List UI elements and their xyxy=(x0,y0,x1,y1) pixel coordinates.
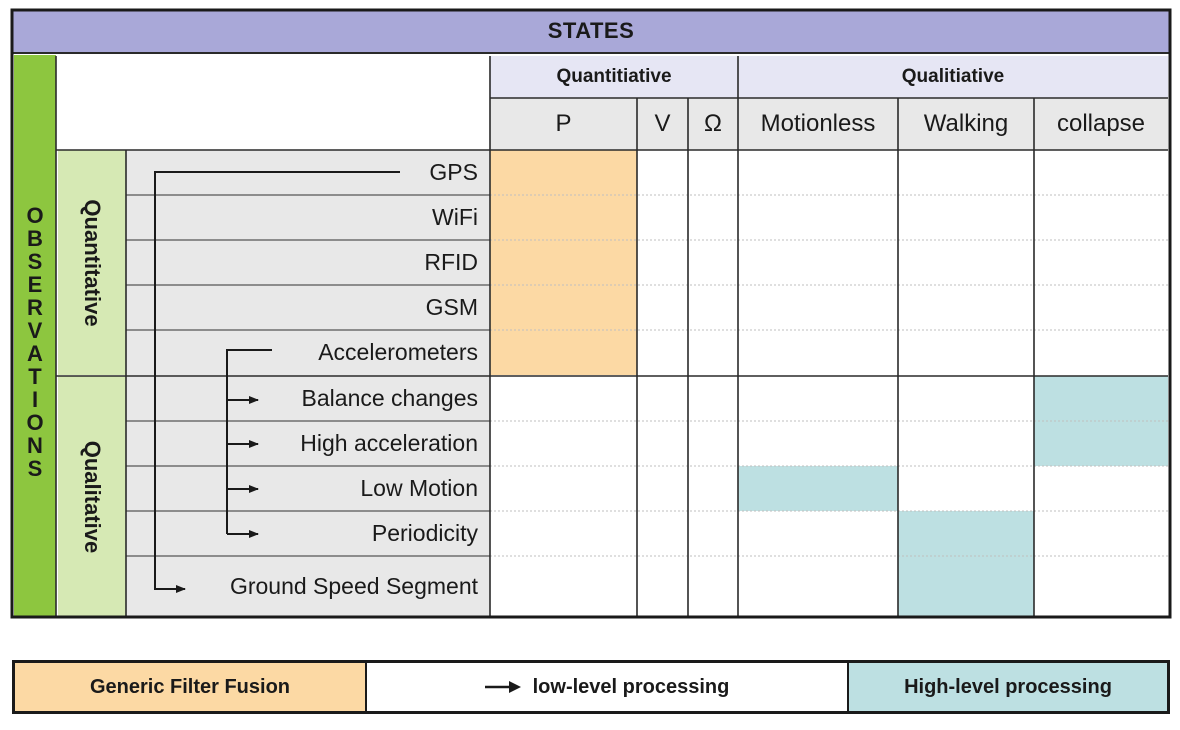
collapse-highlight-cell xyxy=(1034,376,1168,466)
observations-letter: O xyxy=(26,410,44,435)
group-label-qualitative: Qualitiative xyxy=(901,66,1005,87)
states-title: STATES xyxy=(547,18,635,43)
column-header-p: P xyxy=(490,98,637,150)
row-label-text: Balance changes xyxy=(301,385,478,411)
row-label-rfid: RFID xyxy=(126,240,490,285)
row-label-low-motion: Low Motion xyxy=(126,466,490,511)
row-label-periodicity: Periodicity xyxy=(126,511,490,556)
legend-low-level-processing: low-level processing xyxy=(367,663,849,711)
generic-filter-fusion-cell xyxy=(490,150,637,375)
column-header-walking: Walking xyxy=(898,98,1034,150)
observation-group-qualitative: Qualitative xyxy=(58,376,126,617)
row-label-text: Accelerometers xyxy=(318,339,478,365)
row-label-text: Low Motion xyxy=(360,475,478,501)
row-label-wifi: WiFi xyxy=(126,195,490,240)
legend-box: Generic Filter Fusion low-level processi… xyxy=(12,660,1170,714)
observations-letter: B xyxy=(27,226,43,251)
motionless-highlight-cell xyxy=(738,466,898,511)
arrow-right-icon xyxy=(484,681,521,693)
row-label-text: High acceleration xyxy=(300,430,478,456)
ground-speed-bracket xyxy=(154,171,400,593)
row-label-balance-changes: Balance changes xyxy=(126,376,490,421)
observations-letter: V xyxy=(27,318,43,343)
walking-highlight-cell xyxy=(898,511,1034,617)
column-header-omega: Ω xyxy=(688,98,738,150)
observations-letter: T xyxy=(28,364,42,389)
states-header: STATES xyxy=(12,10,1170,54)
group-header-qualitative: Qualitiative xyxy=(738,56,1168,98)
row-label-text: RFID xyxy=(424,249,478,275)
observations-letter: E xyxy=(27,272,43,297)
observations-bar: O B S E R V A T I O N S xyxy=(14,55,56,617)
column-header-v: V xyxy=(637,98,688,150)
column-label: V xyxy=(654,110,671,137)
row-label-text: Ground Speed Segment xyxy=(229,573,478,599)
group-label-quantitative: Quantitiative xyxy=(556,66,672,87)
column-label: Ω xyxy=(704,110,722,137)
column-label: P xyxy=(555,110,572,137)
legend-high-label: High-level processing xyxy=(904,675,1112,698)
observations-letter: S xyxy=(27,456,43,481)
column-label: Motionless xyxy=(760,110,876,137)
observation-group-quantitative: Quantitative xyxy=(58,150,126,375)
row-label-high-acceleration: High acceleration xyxy=(126,421,490,466)
column-header-motionless: Motionless xyxy=(738,98,898,150)
row-label-text: Periodicity xyxy=(371,520,478,546)
column-label: Walking xyxy=(923,110,1009,137)
row-label-text: GSM xyxy=(425,294,478,320)
row-label-gps: GPS xyxy=(126,150,490,195)
observations-letter: O xyxy=(26,203,44,228)
row-label-gsm: GSM xyxy=(126,285,490,330)
column-label: collapse xyxy=(1056,110,1146,137)
legend-high-level-processing: High-level processing xyxy=(849,663,1167,711)
row-label-ground-speed-segment: Ground Speed Segment xyxy=(126,556,490,617)
observations-letter: R xyxy=(27,295,43,320)
observations-letter: A xyxy=(27,341,43,366)
observations-letter: I xyxy=(31,387,39,412)
row-label-text: WiFi xyxy=(432,204,478,230)
row-label-text: GPS xyxy=(429,159,478,185)
row-label-column xyxy=(126,150,490,617)
group-header-quantitative: Quantitiative xyxy=(490,56,738,98)
accelerometer-bracket xyxy=(226,349,272,538)
legend-low-label: low-level processing xyxy=(532,675,730,698)
observations-letter: S xyxy=(27,249,43,274)
column-header-collapse: collapse xyxy=(1034,98,1168,150)
row-label-accelerometers: Accelerometers xyxy=(126,330,490,375)
legend-generic-filter-fusion: Generic Filter Fusion xyxy=(15,663,367,711)
observations-letter: N xyxy=(27,433,43,458)
legend-generic-label: Generic Filter Fusion xyxy=(89,675,291,698)
